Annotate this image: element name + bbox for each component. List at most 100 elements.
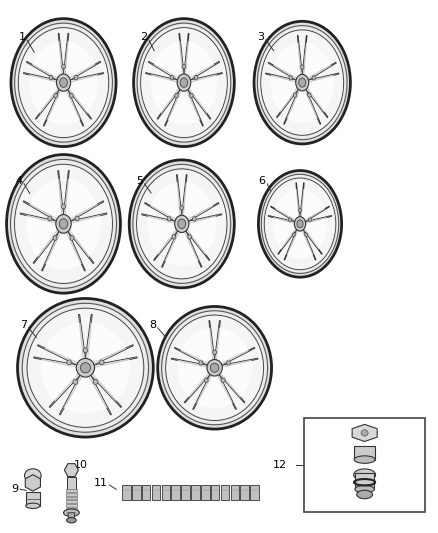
- Polygon shape: [296, 183, 300, 219]
- Polygon shape: [68, 513, 75, 520]
- Polygon shape: [185, 41, 214, 79]
- Ellipse shape: [204, 378, 208, 383]
- Polygon shape: [29, 75, 60, 114]
- Ellipse shape: [193, 216, 196, 221]
- Ellipse shape: [28, 309, 143, 426]
- FancyBboxPatch shape: [162, 485, 170, 500]
- Ellipse shape: [18, 298, 153, 437]
- Polygon shape: [29, 179, 63, 221]
- FancyBboxPatch shape: [152, 485, 160, 500]
- Text: 12: 12: [273, 460, 287, 470]
- Polygon shape: [187, 214, 222, 224]
- Ellipse shape: [7, 155, 120, 293]
- Polygon shape: [25, 475, 40, 491]
- Ellipse shape: [175, 215, 189, 232]
- Ellipse shape: [289, 218, 291, 222]
- Ellipse shape: [305, 233, 307, 237]
- Polygon shape: [301, 228, 316, 260]
- FancyBboxPatch shape: [211, 485, 219, 500]
- Text: 2: 2: [140, 33, 147, 42]
- Polygon shape: [42, 229, 62, 271]
- Polygon shape: [184, 229, 202, 268]
- Ellipse shape: [309, 218, 311, 222]
- Polygon shape: [276, 86, 300, 118]
- Ellipse shape: [178, 219, 186, 229]
- Ellipse shape: [172, 235, 176, 239]
- Ellipse shape: [67, 518, 76, 523]
- Text: 11: 11: [94, 478, 108, 488]
- Polygon shape: [303, 43, 331, 80]
- Polygon shape: [220, 358, 258, 368]
- Ellipse shape: [56, 214, 71, 233]
- Ellipse shape: [212, 350, 217, 354]
- FancyBboxPatch shape: [355, 473, 374, 489]
- Polygon shape: [145, 72, 179, 83]
- Polygon shape: [24, 72, 59, 83]
- FancyBboxPatch shape: [230, 485, 239, 500]
- Polygon shape: [287, 88, 318, 123]
- Ellipse shape: [289, 76, 292, 80]
- Polygon shape: [64, 179, 98, 221]
- Polygon shape: [165, 88, 182, 126]
- Ellipse shape: [74, 75, 78, 80]
- Polygon shape: [32, 41, 63, 79]
- Ellipse shape: [265, 179, 335, 269]
- Polygon shape: [41, 359, 80, 401]
- Ellipse shape: [261, 30, 344, 135]
- Polygon shape: [297, 35, 303, 77]
- FancyBboxPatch shape: [66, 493, 77, 496]
- Ellipse shape: [54, 93, 57, 98]
- Ellipse shape: [199, 361, 203, 365]
- Ellipse shape: [133, 164, 231, 284]
- Ellipse shape: [70, 236, 74, 240]
- FancyBboxPatch shape: [201, 485, 210, 500]
- Polygon shape: [186, 216, 216, 255]
- Polygon shape: [193, 373, 213, 409]
- Polygon shape: [63, 34, 69, 76]
- Polygon shape: [20, 213, 58, 224]
- Text: 1: 1: [18, 33, 25, 42]
- Polygon shape: [65, 88, 84, 126]
- Ellipse shape: [141, 28, 227, 138]
- Polygon shape: [147, 216, 178, 255]
- Ellipse shape: [60, 78, 67, 87]
- Polygon shape: [162, 229, 180, 268]
- Ellipse shape: [254, 21, 350, 144]
- Polygon shape: [189, 72, 223, 83]
- FancyBboxPatch shape: [172, 485, 180, 500]
- Ellipse shape: [93, 379, 98, 384]
- Polygon shape: [196, 374, 233, 408]
- Polygon shape: [304, 87, 321, 124]
- Ellipse shape: [190, 93, 193, 98]
- Polygon shape: [306, 75, 334, 112]
- FancyBboxPatch shape: [66, 497, 77, 499]
- Polygon shape: [268, 215, 296, 224]
- Ellipse shape: [137, 169, 227, 279]
- Ellipse shape: [299, 208, 301, 212]
- Ellipse shape: [354, 456, 375, 463]
- Polygon shape: [273, 43, 302, 80]
- Ellipse shape: [180, 205, 184, 210]
- Polygon shape: [33, 228, 60, 264]
- FancyBboxPatch shape: [66, 489, 77, 492]
- Polygon shape: [187, 86, 211, 119]
- Polygon shape: [85, 314, 92, 361]
- Polygon shape: [219, 348, 255, 366]
- Polygon shape: [186, 88, 203, 126]
- Polygon shape: [302, 227, 322, 254]
- Ellipse shape: [293, 93, 297, 98]
- Polygon shape: [43, 88, 62, 126]
- Polygon shape: [352, 424, 377, 441]
- Polygon shape: [68, 201, 104, 222]
- FancyBboxPatch shape: [304, 418, 425, 512]
- Ellipse shape: [293, 233, 295, 237]
- Ellipse shape: [166, 316, 263, 419]
- Ellipse shape: [27, 308, 144, 427]
- Polygon shape: [47, 89, 80, 125]
- Polygon shape: [45, 322, 85, 365]
- Ellipse shape: [162, 311, 268, 425]
- Ellipse shape: [53, 236, 57, 240]
- Ellipse shape: [300, 65, 304, 69]
- Polygon shape: [59, 373, 83, 415]
- Polygon shape: [91, 345, 134, 366]
